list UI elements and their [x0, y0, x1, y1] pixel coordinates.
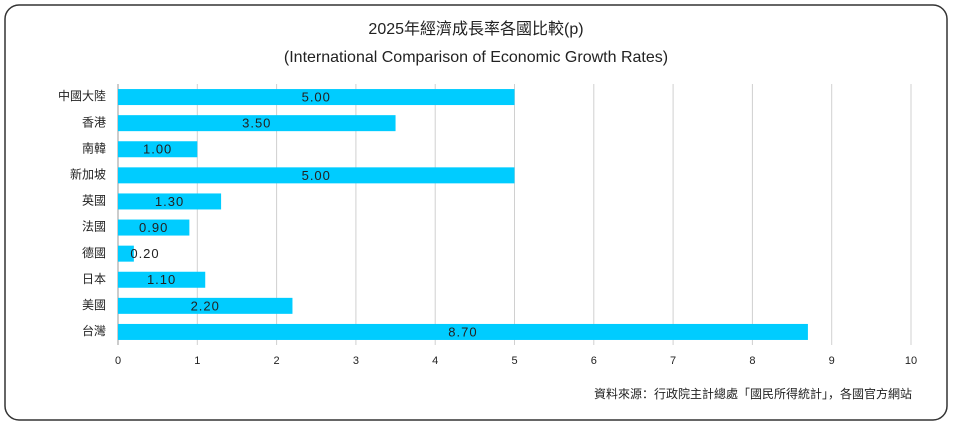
- y-tick-label: 日本: [82, 272, 106, 286]
- chart-title: 2025年經濟成長率各國比較(p): [368, 20, 583, 38]
- value-label: 2.20: [191, 298, 220, 313]
- y-tick-label: 法國: [82, 220, 106, 234]
- value-label: 1.10: [147, 272, 176, 287]
- frame: [4, 4, 948, 421]
- value-label: 8.70: [448, 324, 477, 339]
- y-tick-label: 美國: [82, 298, 106, 312]
- chart-subtitle: (International Comparison of Economic Gr…: [284, 49, 668, 66]
- y-tick-label: 英國: [82, 194, 106, 208]
- x-tick-label: 4: [432, 355, 438, 367]
- y-tick-label: 新加坡: [70, 167, 106, 182]
- bar: [118, 115, 396, 132]
- x-tick-label: 6: [591, 355, 597, 367]
- value-label: 5.00: [302, 168, 331, 183]
- value-label: 1.00: [143, 142, 172, 157]
- bar: [118, 245, 134, 262]
- x-tick-label: 2: [274, 355, 280, 367]
- bar: [118, 167, 515, 184]
- bar: [118, 219, 190, 236]
- value-label: 0.90: [139, 220, 168, 235]
- bar: [118, 89, 515, 106]
- x-tick-label: 5: [511, 355, 517, 367]
- value-label: 5.00: [302, 89, 331, 104]
- y-tick-label: 德國: [82, 245, 106, 260]
- x-tick-label: 7: [670, 355, 676, 367]
- value-label: 1.30: [155, 194, 184, 209]
- bar: [118, 193, 222, 210]
- y-tick-label: 台灣: [82, 323, 106, 338]
- value-label: 3.50: [242, 116, 271, 131]
- x-tick-label: 8: [749, 355, 755, 367]
- bar: [118, 271, 206, 288]
- value-label: 0.20: [130, 246, 159, 261]
- x-tick-label: 3: [353, 355, 359, 367]
- x-tick-label: 10: [905, 355, 917, 367]
- y-tick-label: 香港: [82, 115, 106, 129]
- y-tick-label: 南韓: [82, 140, 106, 155]
- x-tick-label: 9: [829, 355, 835, 367]
- bar: [118, 323, 808, 340]
- x-tick-label: 1: [194, 355, 200, 367]
- bar: [118, 141, 198, 158]
- source-note: 資料來源：行政院主計總處「國民所得統計」，各國官方網站: [594, 386, 912, 401]
- x-tick-label: 0: [115, 355, 121, 367]
- y-tick-label: 中國大陸: [58, 88, 106, 103]
- bar: [118, 297, 293, 314]
